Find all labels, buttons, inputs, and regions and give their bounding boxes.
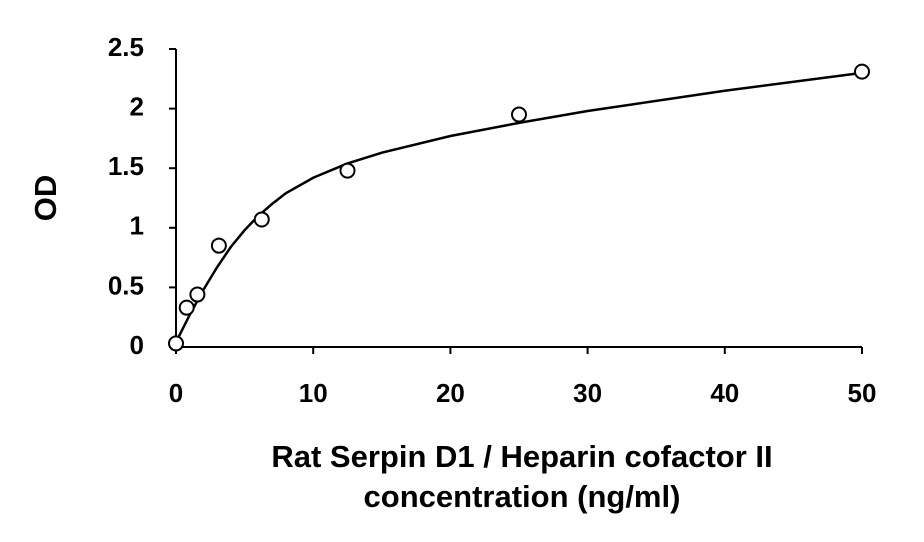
y-tick-label: 1.5 bbox=[108, 151, 144, 181]
x-axis-label: concentration (ng/ml) bbox=[364, 479, 681, 514]
x-tick-label: 30 bbox=[573, 378, 602, 408]
data-point bbox=[511, 106, 527, 123]
y-tick-label: 0.5 bbox=[108, 270, 144, 300]
y-tick-label: 2.5 bbox=[108, 32, 144, 62]
y-tick-label: 2 bbox=[130, 91, 144, 121]
x-tick-label: 40 bbox=[710, 378, 739, 408]
y-tick-label: 1 bbox=[130, 211, 144, 241]
data-point bbox=[339, 162, 356, 179]
x-tick-label: 0 bbox=[169, 378, 183, 408]
x-axis-label: Rat Serpin D1 / Heparin cofactor II bbox=[271, 439, 772, 474]
data-point bbox=[210, 237, 227, 254]
x-tick-label: 10 bbox=[299, 378, 328, 408]
x-tick-label: 50 bbox=[848, 378, 877, 408]
x-tick-label: 20 bbox=[436, 378, 465, 408]
data-point bbox=[854, 63, 870, 80]
data-point bbox=[178, 299, 195, 316]
data-point bbox=[189, 286, 206, 303]
data-point bbox=[168, 335, 184, 352]
y-tick-label: 0 bbox=[130, 330, 144, 360]
fit-curve bbox=[174, 71, 863, 343]
data-point bbox=[253, 211, 270, 228]
y-axis-label: OD bbox=[28, 175, 63, 222]
